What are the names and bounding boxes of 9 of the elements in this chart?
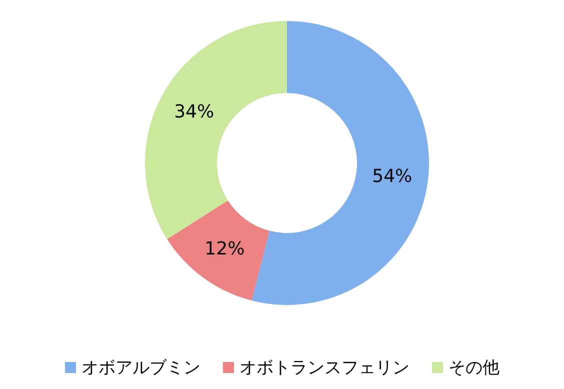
- data-label: 12%: [204, 238, 245, 260]
- data-label: 34%: [174, 101, 214, 122]
- donut-slice: [252, 21, 429, 305]
- donut-slice: [167, 200, 270, 301]
- donut-slice: [145, 21, 287, 240]
- legend-label: オボアルブミン: [82, 357, 200, 379]
- legend-label: オボトランスフェリン: [240, 357, 410, 379]
- legend-label: その他: [448, 357, 500, 379]
- data-label: 54%: [372, 166, 412, 187]
